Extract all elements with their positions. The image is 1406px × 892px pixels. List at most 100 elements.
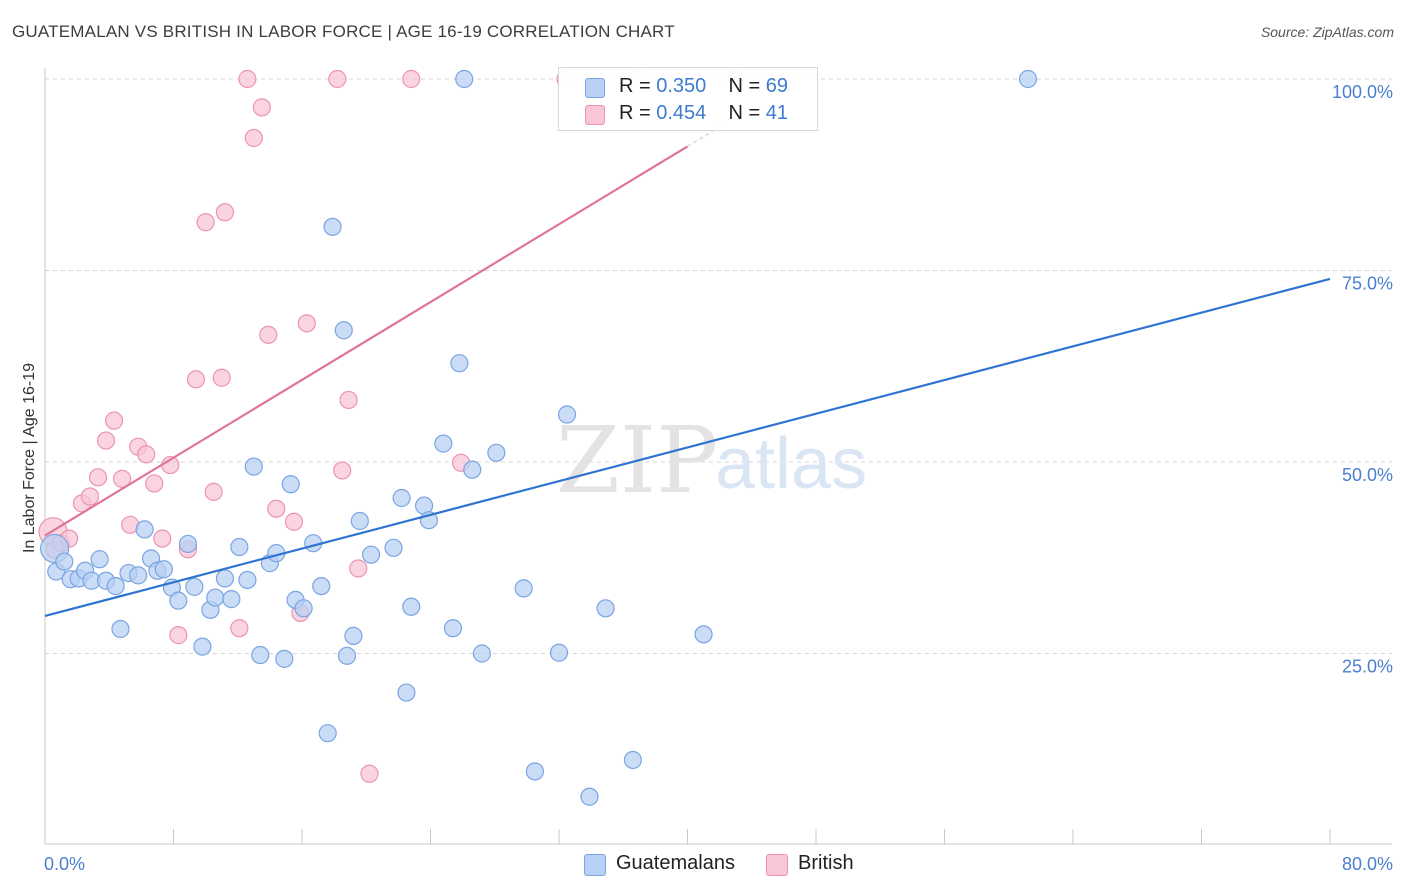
guatemalan-point xyxy=(463,460,482,479)
guatemalan-point xyxy=(580,787,599,806)
axes xyxy=(44,68,1392,845)
guatemalan-point xyxy=(244,457,263,476)
x-tick-max: 80.0% xyxy=(1342,854,1393,874)
guatemalan-point xyxy=(337,646,357,665)
guatemalan-point xyxy=(549,643,569,662)
guatemalan-point xyxy=(55,552,74,571)
source-label: Source: ZipAtlas.com xyxy=(1260,24,1394,40)
guatemalan-point xyxy=(238,570,257,590)
british-point xyxy=(186,370,206,389)
guatemalan-point xyxy=(392,488,411,508)
watermark-atlas: atlas xyxy=(715,424,867,504)
guatemalan-point xyxy=(525,762,545,781)
guatemalan-point xyxy=(334,321,353,340)
british-point xyxy=(333,461,352,480)
guatemalan-point xyxy=(312,576,331,596)
guatemalan-point xyxy=(222,590,241,609)
legend-n-label: N = xyxy=(728,75,761,97)
british-point xyxy=(349,559,368,578)
british-point xyxy=(284,512,304,531)
legend-swatch-blue xyxy=(585,78,605,98)
british-trend-line xyxy=(44,145,689,537)
guatemalan-point xyxy=(472,644,491,663)
guatemalan-point xyxy=(185,577,204,596)
british-point xyxy=(215,203,234,222)
british-point xyxy=(88,468,108,487)
guatemalan-point xyxy=(623,750,642,770)
british-point xyxy=(259,325,278,344)
legend-r-value: 0.350 xyxy=(656,75,707,97)
legend-n-value: 41 xyxy=(765,102,789,124)
guatemalan-point xyxy=(557,405,577,424)
guatemalan-point xyxy=(450,354,469,373)
chart-title: GUATEMALAN VS BRITISH IN LABOR FORCE | A… xyxy=(12,22,675,41)
guatemalan-point xyxy=(596,599,615,618)
guatemalan-point xyxy=(230,537,249,557)
british-point xyxy=(252,98,271,117)
bottom-legend-label: British xyxy=(798,852,854,874)
guatemalan-point xyxy=(384,538,403,557)
british-point xyxy=(169,626,188,645)
watermark: ZIP atlas xyxy=(556,407,867,514)
legend-r-value: 0.454 xyxy=(656,102,707,124)
british-point xyxy=(238,69,257,89)
guatemalan-point xyxy=(206,588,225,607)
guatemalan-point xyxy=(350,511,369,531)
guatemalan-points xyxy=(40,69,1038,806)
bottom-legend-swatch-pink xyxy=(766,854,788,876)
british-point xyxy=(212,368,231,387)
legend-r-label: R = xyxy=(619,75,651,97)
guatemalan-point xyxy=(135,520,154,539)
bottom-legend-swatch-blue xyxy=(584,854,606,876)
guatemalan-point xyxy=(361,545,381,564)
y-tick-label: 25.0% xyxy=(1342,657,1393,677)
guatemalan-point xyxy=(694,625,713,644)
x-tick-min: 0.0% xyxy=(44,854,85,874)
guatemalan-point xyxy=(397,683,416,702)
guatemalan-trend-line xyxy=(44,277,1331,618)
british-point xyxy=(402,69,421,89)
guatemalan-point xyxy=(318,724,337,743)
guatemalan-point xyxy=(402,597,421,616)
british-point xyxy=(96,431,116,450)
british-trend-extension xyxy=(687,121,729,148)
y-tick-label: 100.0% xyxy=(1332,82,1393,102)
british-point xyxy=(328,69,347,89)
british-point xyxy=(339,390,358,410)
trend-lines xyxy=(44,121,1331,618)
legend-swatch-pink xyxy=(585,105,605,125)
guatemalan-point xyxy=(487,443,506,462)
grid-lines xyxy=(45,78,1392,654)
british-point xyxy=(145,474,164,493)
british-point xyxy=(267,499,286,518)
bottom-legend-label: Guatemalans xyxy=(616,852,735,874)
y-tick-label: 75.0% xyxy=(1342,274,1393,294)
guatemalan-point xyxy=(169,591,188,610)
guatemalan-point xyxy=(434,434,453,453)
legend-n-value: 69 xyxy=(765,75,789,97)
guatemalan-point xyxy=(275,649,294,668)
guatemalan-point xyxy=(514,579,533,598)
legend-n-label: N = xyxy=(728,102,761,124)
guatemalan-point xyxy=(111,619,130,639)
guatemalan-point xyxy=(455,69,474,89)
guatemalan-point xyxy=(251,645,270,665)
guatemalan-point xyxy=(443,619,463,638)
y-tick-labels: 25.0% 50.0% 75.0% 100.0% xyxy=(1332,82,1393,677)
british-point xyxy=(80,487,100,506)
british-point xyxy=(244,128,263,148)
guatemalan-point xyxy=(193,637,212,656)
british-point xyxy=(196,213,215,232)
british-point xyxy=(104,411,124,430)
british-point xyxy=(112,469,132,488)
y-tick-label: 50.0% xyxy=(1342,465,1393,485)
british-point xyxy=(153,529,172,548)
british-point xyxy=(137,445,156,464)
british-point xyxy=(360,764,379,783)
guatemalan-point xyxy=(178,534,198,554)
guatemalan-point xyxy=(323,217,342,236)
guatemalan-point xyxy=(294,599,313,618)
british-point xyxy=(204,482,223,501)
legend-r-label: R = xyxy=(619,102,651,124)
